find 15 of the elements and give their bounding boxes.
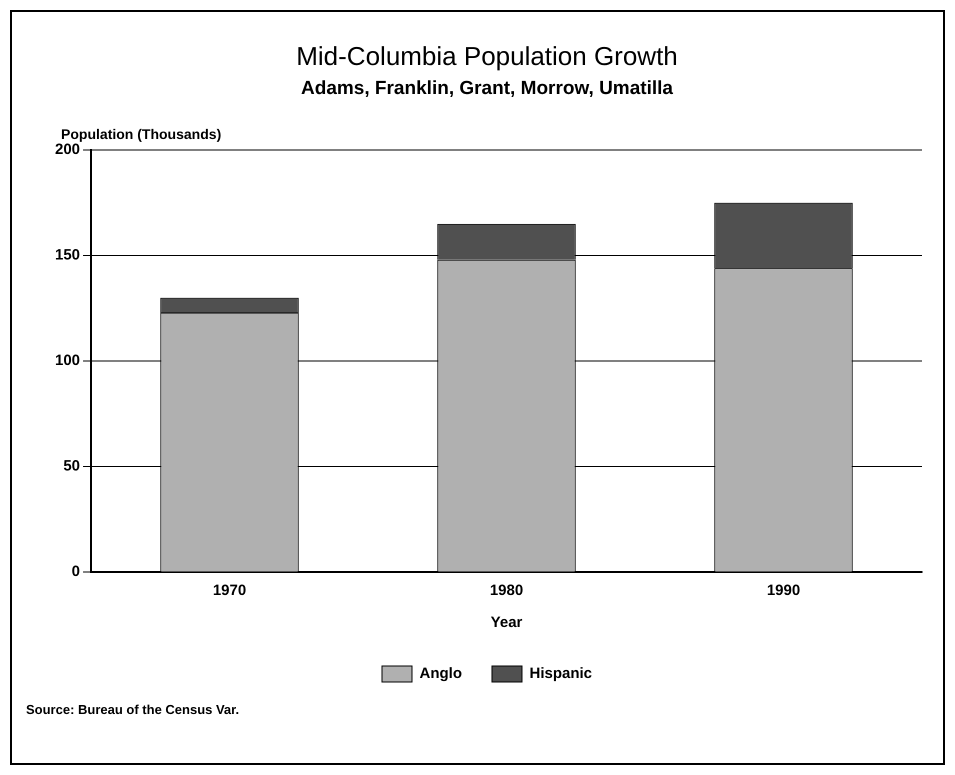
y-tick-label: 50 bbox=[63, 458, 80, 475]
x-tick-label: 1980 bbox=[490, 582, 524, 600]
x-tick-label: 1990 bbox=[766, 582, 800, 600]
source-note: Source: Bureau of the Census Var. bbox=[26, 702, 240, 717]
y-tick-label: 200 bbox=[54, 141, 80, 158]
chart-title: Mid-Columbia Population Growth bbox=[296, 40, 678, 71]
x-tick-label: 1970 bbox=[212, 582, 246, 600]
y-axis-title: Population (Thousands) bbox=[61, 126, 222, 142]
chart-subtitle: Adams, Franklin, Grant, Morrow, Umatilla bbox=[301, 78, 674, 99]
legend-label: Anglo bbox=[419, 665, 462, 682]
y-tick-label: 100 bbox=[54, 352, 80, 370]
legend-label: Hispanic bbox=[529, 665, 592, 682]
x-axis-title: Year bbox=[490, 614, 523, 632]
y-tick-label: 150 bbox=[54, 246, 80, 264]
y-tick-label: 0 bbox=[72, 563, 80, 580]
